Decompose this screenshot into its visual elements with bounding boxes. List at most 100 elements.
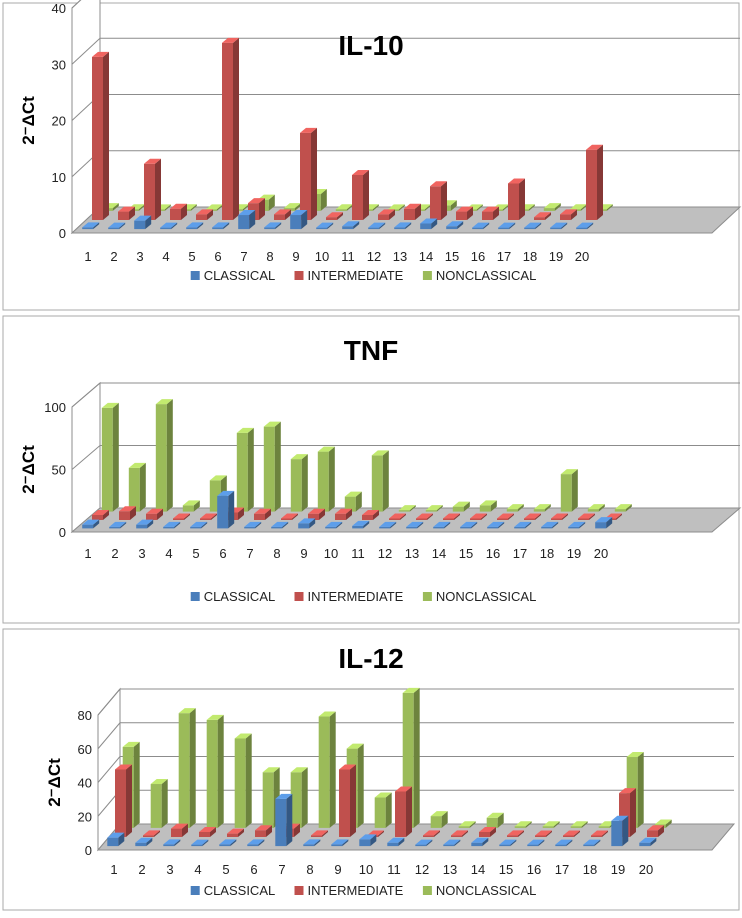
y-tick-label: 40 [78,776,92,791]
x-tick-label: 20 [594,546,608,561]
bar-side [249,210,256,230]
x-tick-label: 19 [549,249,563,264]
bar-intermediate-7 [254,508,271,520]
bar-top [514,821,532,827]
legend-swatch [422,592,432,601]
bar-nonclassical-20 [614,504,632,512]
bar-classical-3 [134,215,152,230]
bar-classical-16 [472,222,490,230]
bar-side [409,505,416,512]
bar-side [581,821,588,828]
bar-front [108,227,120,230]
bar-intermediate-14 [430,181,447,220]
bar-top [482,206,499,212]
bar-top [404,203,421,209]
legend-label: NONCLASSICAL [436,883,536,898]
bar-nonclassical-7 [290,767,308,828]
y-axis-label: 2⁻ΔCt [19,96,38,145]
bar-top [387,204,405,210]
bar-top [550,222,568,228]
bar-side [266,825,272,837]
bar-front [479,831,490,837]
bar-front [163,844,175,847]
bar-intermediate-17 [524,513,541,520]
bar-side [93,222,100,230]
bar-intermediate-18 [534,212,551,220]
bar-front [311,835,322,837]
bar-front [134,220,146,230]
x-tick-label: 2 [110,249,117,264]
bar-top [101,402,119,408]
bar-intermediate-3 [146,508,163,520]
bar-nonclassical-12 [430,811,448,828]
bar-front [568,526,580,529]
bar-side [406,786,412,837]
x-tick-label: 11 [341,249,355,264]
bar-front [595,522,607,529]
bar-side [182,823,188,837]
bar-front [359,839,371,847]
bar-top [171,823,188,829]
bar-top [394,222,412,228]
bar-side [355,491,362,512]
bar-front [541,526,553,529]
bar-front [487,526,499,529]
bar-intermediate-16 [482,206,499,220]
bar-classical-13 [406,521,424,529]
bar-nonclassical-8 [318,711,336,828]
bar-top [497,513,514,519]
bar-front [136,524,148,529]
bar-top [346,743,364,749]
bar-side [228,490,235,529]
bar-side [274,421,281,512]
bar-top [300,127,317,133]
bar-classical-17 [555,839,573,847]
bar-top [244,521,262,527]
bar-side [255,521,262,529]
bar-top [446,221,464,227]
bar-side [193,500,200,512]
bar-side [413,687,420,828]
bar-nonclassical-17 [533,504,551,512]
x-tick-label: 17 [555,862,569,877]
bar-classical-3 [163,839,181,847]
bar-side [294,203,301,211]
bar-front [109,526,121,529]
bar-intermediate-3 [144,158,161,220]
bar-top [508,178,525,184]
bar-side [328,446,335,512]
bar-front [244,526,256,529]
bar-classical-4 [163,521,181,529]
x-tick-label: 18 [523,249,537,264]
bar-top [335,204,353,210]
bar-side [181,203,187,220]
bar-classical-18 [583,839,601,847]
bar-classical-20 [595,517,613,529]
bar-side [431,218,438,230]
bar-front [508,183,519,220]
bar-classical-10 [316,222,334,230]
bar-front [425,510,437,512]
bar-classical-14 [420,218,438,230]
x-tick-label: 4 [165,546,172,561]
legend-item-nonclassical: NONCLASSICAL [422,883,536,898]
bar-nonclassical-18 [543,203,561,211]
bar-top [420,218,438,224]
bar-classical-8 [264,222,282,230]
bar-top [587,504,605,510]
gridline-side [97,722,121,750]
bar-classical-9 [331,839,349,847]
bar-top [472,222,490,228]
bar-top [247,839,265,845]
bar-intermediate-2 [143,830,160,837]
bar-front [303,844,315,847]
bar-front [534,217,545,220]
bar-side [616,513,622,520]
y-tick-label: 10 [52,170,66,185]
legend-item-intermediate: INTERMEDIATE [294,589,404,604]
bar-classical-15 [499,839,517,847]
bar-side [538,839,545,847]
bar-top [470,513,487,519]
bar-top [109,521,127,527]
bar-top [342,221,360,227]
